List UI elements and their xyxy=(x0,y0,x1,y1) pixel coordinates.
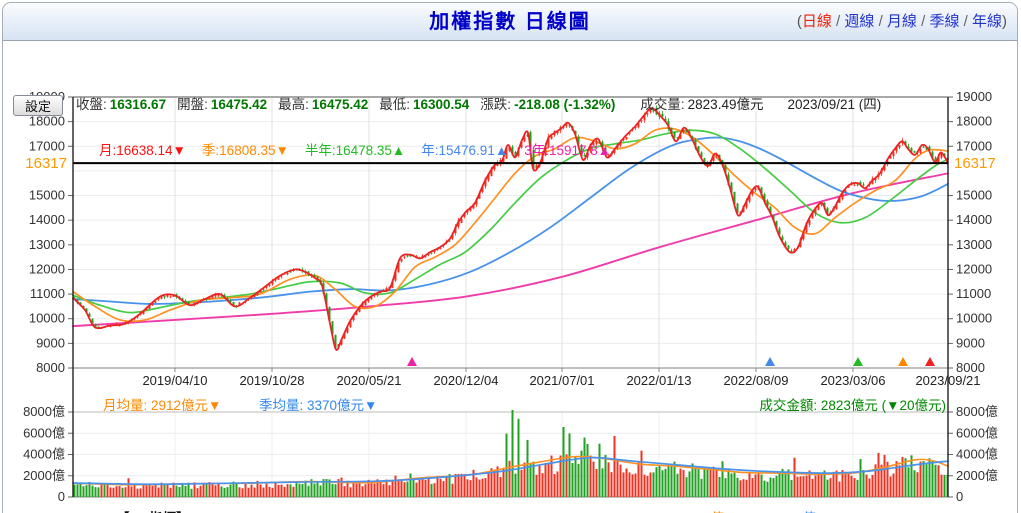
svg-text:18000: 18000 xyxy=(956,114,992,129)
quote-value-0: 16316.67 xyxy=(109,97,167,112)
svg-text:16317: 16317 xyxy=(954,155,996,172)
svg-text:6000億: 6000億 xyxy=(956,425,998,440)
settings-button[interactable]: 設定 xyxy=(13,94,63,116)
svg-text:2022/01/13: 2022/01/13 xyxy=(626,373,691,388)
svg-text:16317: 16317 xyxy=(25,155,67,172)
svg-text:6000億: 6000億 xyxy=(23,425,65,440)
period-link-0[interactable]: 日線 xyxy=(801,13,832,30)
quote-value-3: 16300.54 xyxy=(413,97,470,112)
volume-header: 月均量: 2912億元▼ 季均量: 3370億元▼ 成交金額: 2823億元 (… xyxy=(3,394,1021,413)
kd-indicator-row: 【KD指標】 K值: 16.38▲D值: 15.41▲RSV: 0.05 xyxy=(3,507,1021,513)
svg-text:0: 0 xyxy=(58,489,65,504)
svg-text:15000: 15000 xyxy=(29,188,65,203)
paren-close: ) xyxy=(1002,13,1007,30)
svg-text:8000億: 8000億 xyxy=(956,404,998,419)
quote-label-1: 開盤: xyxy=(177,97,208,112)
svg-text:11000: 11000 xyxy=(30,286,65,301)
svg-text:2021/07/01: 2021/07/01 xyxy=(529,373,594,388)
svg-text:10000: 10000 xyxy=(956,311,992,326)
period-separator: / xyxy=(916,13,930,30)
svg-text:2020/05/21: 2020/05/21 xyxy=(336,373,401,388)
turnover-amount: 成交金額: 2823億元 (▼20億元) xyxy=(759,398,946,413)
period-link-3[interactable]: 季線 xyxy=(929,13,960,30)
period-separator: / xyxy=(959,13,972,30)
period-switcher: (日線 / 週線 / 月線 / 季線 / 年線) xyxy=(797,3,1007,41)
svg-text:2022/08/09: 2022/08/09 xyxy=(723,373,788,388)
ma-values-row: 月:16638.14▼ 季:16808.35▼ 半年:16478.35▲ 年:1547… xyxy=(99,139,999,158)
kd-indicator-title: 【KD指標】 xyxy=(116,507,190,513)
svg-text:17000: 17000 xyxy=(29,138,65,153)
quote-value-1: 16475.42 xyxy=(210,97,268,112)
svg-text:8000: 8000 xyxy=(36,360,65,375)
svg-text:9000: 9000 xyxy=(956,335,985,350)
ma-value-2: 半年:16478.35▲ xyxy=(304,143,406,158)
svg-text:14000: 14000 xyxy=(956,212,992,227)
quarterly-volume-avg: 季均量: 3370億元▼ xyxy=(259,398,378,413)
svg-text:11000: 11000 xyxy=(956,286,991,301)
volume-value: 2823.49億元 xyxy=(687,97,764,112)
paren-open: ( xyxy=(796,13,802,30)
period-link-4[interactable]: 年線 xyxy=(971,13,1002,30)
svg-text:0: 0 xyxy=(956,489,963,504)
svg-text:4000億: 4000億 xyxy=(23,447,65,462)
volume-label: 成交量: xyxy=(640,97,685,112)
ma-value-1: 季:16808.35▼ xyxy=(201,143,289,158)
svg-text:10000: 10000 xyxy=(29,311,65,326)
monthly-volume-avg: 月均量: 2912億元▼ xyxy=(103,398,222,413)
quote-label-2: 最高: xyxy=(278,97,309,112)
svg-text:12000: 12000 xyxy=(956,261,992,276)
svg-text:12000: 12000 xyxy=(29,261,65,276)
svg-text:13000: 13000 xyxy=(29,237,65,252)
svg-text:18000: 18000 xyxy=(29,114,65,129)
svg-text:17000: 17000 xyxy=(956,138,992,153)
svg-text:2000億: 2000億 xyxy=(23,468,65,483)
quote-value-4: -218.08 (-1.32%) xyxy=(514,97,616,112)
svg-text:2019/04/10: 2019/04/10 xyxy=(142,373,207,388)
header-bar: 加權指數 日線圖 (日線 / 週線 / 月線 / 季線 / 年線) xyxy=(3,3,1017,41)
svg-text:2023/03/06: 2023/03/06 xyxy=(820,373,885,388)
svg-text:4000億: 4000億 xyxy=(956,447,998,462)
svg-text:15000: 15000 xyxy=(956,188,992,203)
period-separator: / xyxy=(874,13,887,30)
quote-label-3: 最低: xyxy=(379,97,410,112)
ma-value-4: 3年:15917.8▲ xyxy=(524,143,612,158)
svg-text:8000: 8000 xyxy=(956,360,985,375)
period-link-1[interactable]: 週線 xyxy=(844,13,875,30)
svg-text:2019/10/28: 2019/10/28 xyxy=(239,373,304,388)
svg-text:2020/12/04: 2020/12/04 xyxy=(433,373,498,388)
ma-value-0: 月:16638.14▼ xyxy=(99,143,186,158)
period-link-2[interactable]: 月線 xyxy=(886,13,917,30)
quote-fields: 收盤: 16316.67 開盤: 16475.42 最高: 16475.42 最低: 1630… xyxy=(76,97,626,112)
quote-value-2: 16475.42 xyxy=(311,97,369,112)
period-separator: / xyxy=(831,13,845,30)
page-title: 加權指數 日線圖 xyxy=(429,11,591,33)
svg-text:13000: 13000 xyxy=(956,237,992,252)
svg-text:19000: 19000 xyxy=(956,89,992,104)
quote-label-0: 收盤: xyxy=(76,97,107,112)
quote-label-4: 漲跌: xyxy=(480,97,512,112)
kd-indicator-values: K值: 16.38▲D值: 15.41▲RSV: 0.05 xyxy=(688,507,946,513)
svg-text:8000億: 8000億 xyxy=(23,404,65,419)
svg-text:14000: 14000 xyxy=(29,212,65,227)
svg-text:9000: 9000 xyxy=(36,335,65,350)
ma-value-3: 年:15476.91▲ xyxy=(421,143,509,158)
svg-text:2000億: 2000億 xyxy=(956,468,998,483)
quote-date: 2023/09/21 (四) xyxy=(787,97,882,112)
quote-row: 設定 收盤: 16316.67 開盤: 16475.42 最高: 16475.42 最低: 16… xyxy=(13,93,1003,116)
